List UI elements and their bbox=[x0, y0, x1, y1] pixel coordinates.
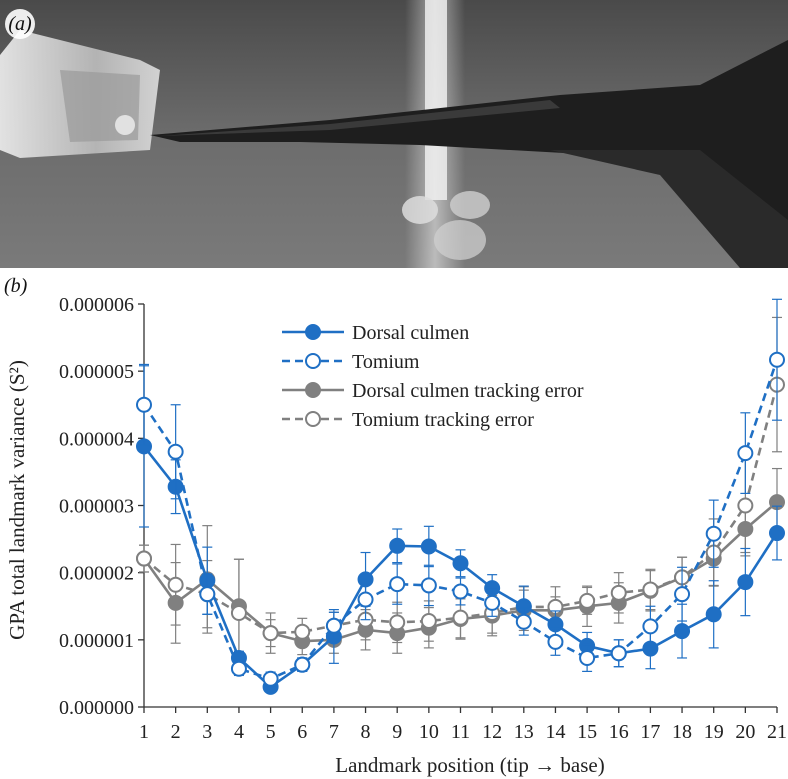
panel-b-label: (b) bbox=[4, 275, 28, 297]
chart-axes: 0.000000 0.000001 0.000002 0.000003 0.000004… bbox=[59, 294, 787, 743]
x-tick-label: 11 bbox=[451, 721, 470, 743]
y-tick-label: 0.000004 bbox=[59, 428, 134, 450]
x-tick-label: 19 bbox=[704, 721, 724, 743]
series-tomium-tracking-error bbox=[136, 316, 785, 668]
data-point bbox=[230, 604, 247, 621]
data-point bbox=[642, 581, 659, 598]
data-point bbox=[674, 586, 691, 603]
data-point bbox=[547, 633, 564, 650]
x-tick-label: 3 bbox=[202, 721, 212, 743]
x-axis-title: Landmark position (tip → base) bbox=[335, 753, 604, 777]
x-tick-label: 5 bbox=[266, 721, 276, 743]
x-tick-label: 13 bbox=[514, 721, 534, 743]
legend-swatch-marker bbox=[305, 411, 321, 427]
data-point bbox=[167, 443, 184, 460]
x-tick-label: 14 bbox=[545, 721, 565, 743]
data-point bbox=[705, 606, 722, 623]
x-tick-label: 9 bbox=[392, 721, 402, 743]
data-point bbox=[136, 550, 152, 567]
x-tick-label: 12 bbox=[482, 721, 502, 743]
x-tick-label: 7 bbox=[329, 721, 339, 743]
data-point bbox=[769, 351, 785, 368]
y-axis-title: GPA total landmark variance (S²) bbox=[5, 360, 29, 640]
chart-series bbox=[136, 298, 785, 695]
x-tick-label: 20 bbox=[735, 721, 755, 743]
data-point bbox=[579, 649, 596, 666]
y-tick-label: 0.000005 bbox=[59, 361, 134, 383]
data-point bbox=[737, 574, 754, 591]
data-point bbox=[610, 584, 627, 601]
data-point bbox=[325, 617, 342, 634]
y-tick-label: 0.000001 bbox=[59, 630, 134, 652]
data-point bbox=[357, 591, 374, 608]
legend-swatch-marker bbox=[305, 324, 321, 340]
data-point bbox=[515, 613, 532, 630]
legend-label: Dorsal culmen bbox=[352, 322, 469, 344]
panel-a-label: (a) bbox=[8, 13, 32, 35]
data-point bbox=[389, 537, 406, 554]
data-point bbox=[420, 538, 437, 555]
x-tick-label: 16 bbox=[609, 721, 629, 743]
data-point bbox=[262, 670, 279, 687]
legend-label: Tomium tracking error bbox=[352, 409, 534, 431]
chart-legend: Dorsal culmen Tomium Dorsal culmen trackin… bbox=[282, 322, 584, 431]
data-point bbox=[769, 525, 785, 542]
data-point bbox=[389, 614, 406, 631]
data-point bbox=[136, 396, 152, 413]
legend-label: Dorsal culmen tracking error bbox=[352, 380, 584, 402]
x-tick-label: 15 bbox=[577, 721, 597, 743]
data-point bbox=[642, 618, 659, 635]
data-point bbox=[230, 660, 247, 677]
x-tick-label: 17 bbox=[640, 721, 660, 743]
data-point bbox=[737, 497, 754, 514]
variance-chart: (b) 0.0000000.0000010.0000020.0000030.00… bbox=[4, 275, 787, 777]
x-tick-label: 6 bbox=[297, 721, 307, 743]
data-point bbox=[420, 577, 437, 594]
data-point bbox=[452, 609, 469, 626]
data-point bbox=[484, 594, 501, 611]
data-point bbox=[294, 656, 311, 673]
data-point bbox=[199, 586, 216, 603]
x-tick-label: 2 bbox=[171, 721, 181, 743]
data-point bbox=[294, 623, 311, 640]
y-tick-label: 0.000000 bbox=[59, 697, 134, 719]
data-point bbox=[452, 583, 469, 600]
x-tick-label: 10 bbox=[419, 721, 439, 743]
data-point bbox=[705, 525, 722, 542]
data-point bbox=[262, 625, 279, 642]
data-point bbox=[420, 613, 437, 630]
y-tick-label: 0.000006 bbox=[59, 294, 134, 316]
data-point bbox=[579, 592, 596, 609]
data-point bbox=[167, 576, 184, 593]
series-tomium bbox=[136, 298, 785, 687]
x-tick-label: 18 bbox=[672, 721, 692, 743]
data-point bbox=[737, 445, 754, 462]
bill-photograph: (a) bbox=[0, 0, 788, 268]
y-tick-label: 0.000002 bbox=[59, 563, 134, 585]
x-tick-label: 4 bbox=[234, 721, 244, 743]
x-tick-label: 21 bbox=[767, 721, 787, 743]
legend-swatch-marker bbox=[305, 382, 321, 398]
y-tick-label: 0.000003 bbox=[59, 496, 134, 518]
data-point bbox=[389, 576, 406, 593]
data-point bbox=[452, 555, 469, 572]
data-point bbox=[610, 645, 627, 662]
legend-label: Tomium bbox=[352, 351, 420, 373]
data-point bbox=[674, 623, 691, 640]
legend-swatch-marker bbox=[305, 353, 321, 369]
x-tick-label: 1 bbox=[139, 721, 149, 743]
x-tick-label: 8 bbox=[361, 721, 371, 743]
